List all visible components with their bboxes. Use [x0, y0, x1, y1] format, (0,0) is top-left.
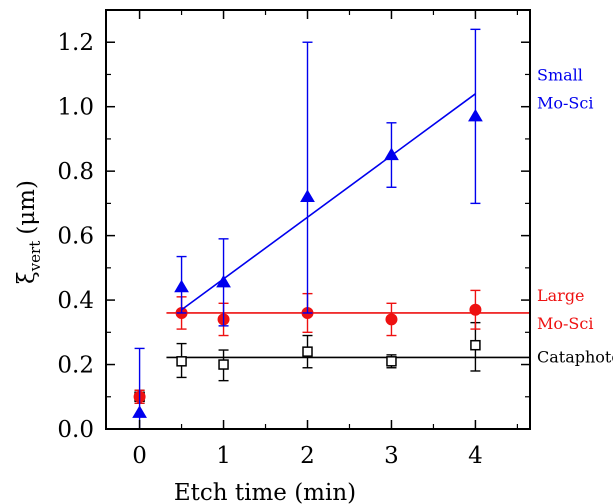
series-small [132, 28, 483, 430]
x-tick-label: 2 [300, 443, 315, 469]
legend-label-small: Mo-Sci [537, 94, 593, 113]
point-cataphote [302, 346, 313, 357]
y-tick-label: 1.2 [57, 30, 94, 56]
y-tick-label: 0.8 [57, 159, 94, 185]
x-tick-label: 0 [132, 443, 147, 469]
point-small [174, 279, 189, 293]
point-small [132, 405, 147, 418]
plot-frame [105, 9, 531, 430]
point-cataphote [386, 356, 397, 367]
axes: 0 1 2 3 4 0.0 0.2 0.4 0.6 0.8 1.0 1.2 [57, 9, 531, 469]
y-tick-label: 0.4 [57, 288, 94, 314]
legend-label-small: Small [537, 66, 583, 85]
point-small [384, 147, 399, 161]
series-cataphote [134, 321, 530, 404]
point-small [468, 108, 483, 122]
legend-label-large: Large [537, 286, 585, 305]
y-axis-label-subscript: vert [26, 241, 44, 273]
x-tick-label: 1 [216, 443, 231, 469]
y-axis-label-symbol: ξ [14, 271, 40, 284]
point-cataphote [218, 359, 229, 370]
y-axis-label-unit: (μm) [14, 180, 40, 235]
legend-label-large: Mo-Sci [537, 314, 593, 333]
svg-text:ξvert(μm): ξvert (μm) [14, 180, 44, 284]
point-cataphote [176, 356, 187, 367]
legend-label-cataphote: Cataphote [537, 347, 613, 366]
legend-item-small: Small Mo-Sci [537, 66, 593, 113]
point-small [300, 189, 315, 202]
legend: Small Mo-Sci Large Mo-Sci Cataphote [537, 66, 613, 367]
x-tick-label: 3 [384, 443, 399, 469]
y-axis-label: ξvert (μm) [14, 180, 44, 284]
x-axis-label: Etch time (min) [174, 480, 356, 504]
y-tick-label: 1.0 [57, 95, 94, 121]
x-tick-label: 4 [468, 443, 483, 469]
chart-labels: Etch time (min) ξvert (μm) [14, 180, 356, 504]
legend-item-cataphote: Cataphote [537, 347, 613, 366]
y-tick-label: 0.2 [57, 353, 94, 379]
y-tick-label: 0.6 [57, 224, 94, 250]
y-tick-label: 0.0 [57, 417, 94, 443]
point-small [216, 274, 231, 288]
fit-line-small [181, 93, 476, 311]
legend-item-large: Large Mo-Sci [537, 286, 593, 333]
series-large [133, 289, 530, 404]
point-cataphote [470, 339, 481, 351]
data-marks [132, 28, 530, 430]
point-large [385, 313, 398, 326]
point-large [469, 303, 482, 316]
